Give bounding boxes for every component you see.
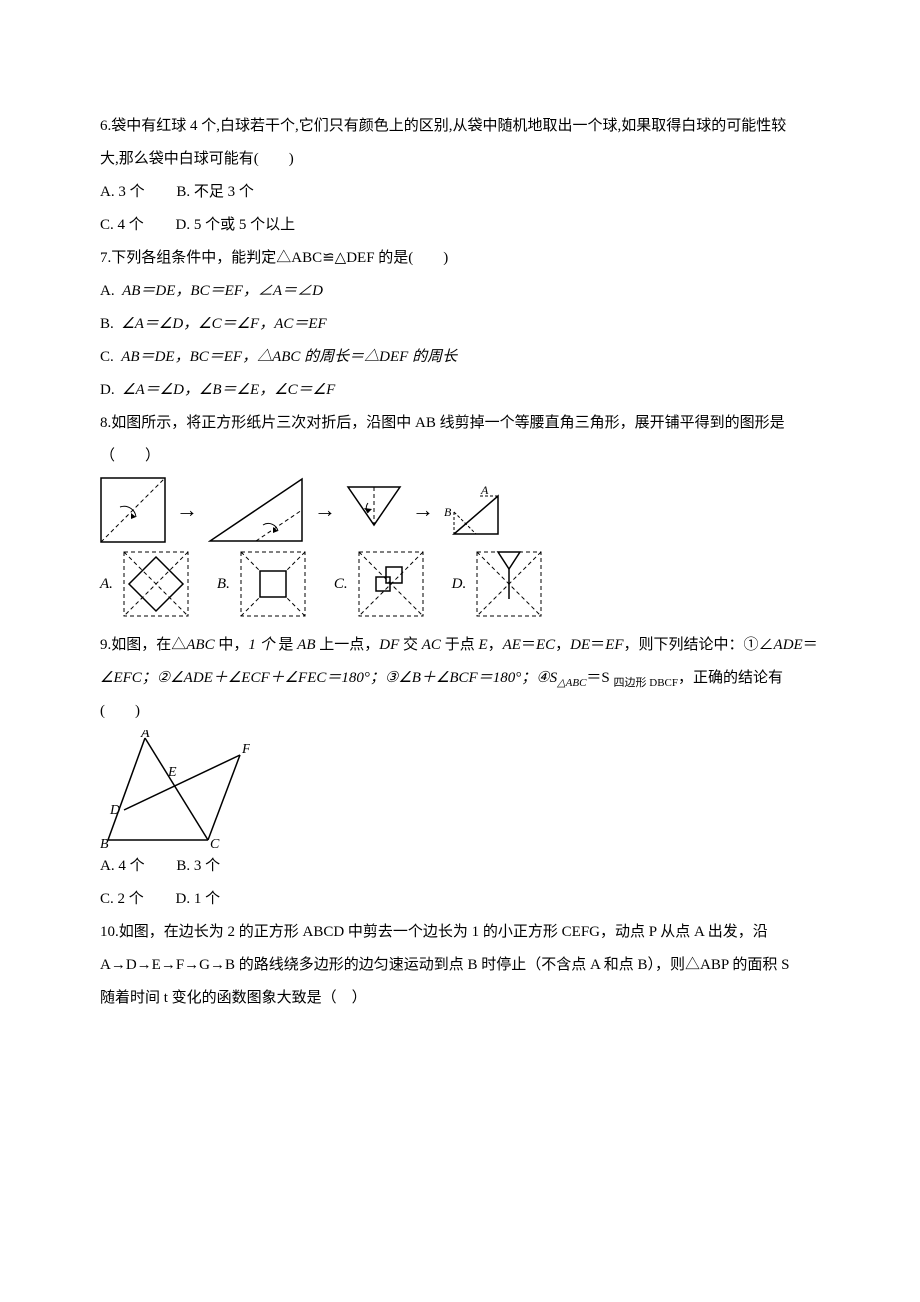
q8-opt-b-icon bbox=[240, 551, 306, 617]
q7-opt-c-row: C. AB＝DE，BC＝EF，△ABC 的周长＝△DEF 的周长 bbox=[100, 341, 820, 374]
q9-part2: ∠EFC；②∠ADE＋∠ECF＋∠FEC＝180°；③∠B＋∠BCF＝180°；… bbox=[100, 670, 557, 686]
q9-eq4: ＝S bbox=[586, 670, 613, 686]
q9-sub1: △ABC bbox=[557, 677, 586, 689]
q9-ac: AC bbox=[422, 637, 441, 653]
q6-options-row1: A. 3 个 B. 不足 3 个 bbox=[100, 176, 820, 209]
q7-opt-b-label: B. bbox=[100, 316, 114, 332]
q7-opt-b: ∠A＝∠D，∠C＝∠F，AC＝EF bbox=[121, 316, 326, 332]
svg-text:D: D bbox=[109, 803, 120, 818]
q10-line2: A→D→E→F→G→B 的路线绕多边形的边匀速运动到点 B 时停止（不含点 A … bbox=[100, 949, 820, 982]
q9-sub2: 四边形 DBCF bbox=[614, 677, 679, 689]
svg-text:B: B bbox=[100, 837, 109, 850]
fold-step1-icon bbox=[100, 477, 166, 543]
q8-opt-d-icon bbox=[476, 551, 542, 617]
q9-e: E bbox=[478, 637, 487, 653]
q7-opt-d-label: D. bbox=[100, 382, 115, 398]
q10-line1: 10.如图，在边长为 2 的正方形 ABCD 中剪去一个边长为 1 的小正方形 … bbox=[100, 916, 820, 949]
q9-t2: 中， bbox=[215, 637, 249, 653]
q9-ade: ADE bbox=[774, 637, 803, 653]
q9-opt-d-label: D. bbox=[176, 891, 191, 907]
q8-opt-b-label: B. bbox=[217, 577, 230, 592]
q9-stem-line2: ∠EFC；②∠ADE＋∠ECF＋∠FEC＝180°；③∠B＋∠BCF＝180°；… bbox=[100, 662, 820, 695]
q8-fold-sequence: → → → A B bbox=[100, 477, 820, 543]
fold-label-b: B bbox=[444, 505, 452, 519]
q9-options-row1: A. 4 个 B. 3 个 bbox=[100, 850, 820, 883]
arrow-icon: → bbox=[412, 499, 434, 521]
q6-opt-b-label: B. bbox=[176, 184, 190, 200]
q9-paren: ( ) bbox=[100, 695, 820, 728]
q6-stem-line2: 大,那么袋中白球可能有( ) bbox=[100, 143, 820, 176]
svg-text:C: C bbox=[210, 837, 220, 850]
q10-line3: 随着时间 t 变化的函数图象大致是（ ） bbox=[100, 982, 820, 1015]
q7-opt-d-row: D. ∠A＝∠D，∠B＝∠E，∠C＝∠F bbox=[100, 374, 820, 407]
q9-d: 1 个 bbox=[248, 637, 274, 653]
arrow-icon: → bbox=[176, 499, 198, 521]
q9-eq3: ＝ bbox=[803, 637, 818, 653]
arrow-icon: → bbox=[314, 499, 336, 521]
q9-t3: 是 bbox=[275, 637, 298, 653]
q9-figure: A B C D E F bbox=[100, 730, 820, 850]
q7-opt-d: ∠A＝∠D，∠B＝∠E，∠C＝∠F bbox=[122, 382, 335, 398]
q7-opt-b-row: B. ∠A＝∠D，∠C＝∠F，AC＝EF bbox=[100, 308, 820, 341]
q9-opt-c: 2 个 bbox=[118, 891, 144, 907]
q9-opt-a-label: A. bbox=[100, 858, 115, 874]
fold-step4-icon: A B bbox=[444, 484, 500, 536]
q9-stem-line1: 9.如图，在△ABC 中，1 个 是 AB 上一点，DF 交 AC 于点 E，A… bbox=[100, 629, 820, 662]
svg-text:F: F bbox=[241, 742, 250, 757]
q7-opt-a-row: A. AB＝DE，BC＝EF，∠A＝∠D bbox=[100, 275, 820, 308]
q9-t4: 上一点， bbox=[315, 637, 379, 653]
q6-stem-line1: 6.袋中有红球 4 个,白球若干个,它们只有颜色上的区别,从袋中随机地取出一个球… bbox=[100, 110, 820, 143]
q8-opt-d-label: D. bbox=[452, 577, 467, 592]
q8-opt-c-label: C. bbox=[334, 577, 348, 592]
q9-eq1: ＝ bbox=[521, 637, 536, 653]
q9-opt-d: 1 个 bbox=[194, 891, 220, 907]
q6-opt-c: 4 个 bbox=[118, 217, 144, 233]
q6-options-row2: C. 4 个 D. 5 个或 5 个以上 bbox=[100, 209, 820, 242]
q7-opt-c: AB＝DE，BC＝EF，△ABC 的周长＝△DEF 的周长 bbox=[121, 349, 457, 365]
q9-t9: ，则下列结论中：①∠ bbox=[624, 637, 774, 653]
q7-opt-c-label: C. bbox=[100, 349, 114, 365]
q7-stem: 7.下列各组条件中，能判定△ABC≌△DEF 的是( ) bbox=[100, 242, 820, 275]
q9-ec: EC bbox=[536, 637, 555, 653]
q7-opt-a: AB＝DE，BC＝EF，∠A＝∠D bbox=[122, 283, 323, 299]
q9-tail: ，正确的结论有 bbox=[678, 670, 783, 686]
q8-opt-a-label: A. bbox=[100, 577, 113, 592]
q9-opt-b-label: B. bbox=[176, 858, 190, 874]
q9-de: DE bbox=[570, 637, 590, 653]
q9-eq2: ＝ bbox=[590, 637, 605, 653]
q6-opt-a-label: A. bbox=[100, 184, 115, 200]
q9-triangle-diagram: A B C D E F bbox=[100, 730, 250, 850]
q6-opt-c-label: C. bbox=[100, 217, 114, 233]
q9-abc: ABC bbox=[186, 637, 214, 653]
q9-options-row2: C. 2 个 D. 1 个 bbox=[100, 883, 820, 916]
q9-opt-a: 4 个 bbox=[118, 858, 144, 874]
q8-stem: 8.如图所示，将正方形纸片三次对折后，沿图中 AB 线剪掉一个等腰直角三角形，展… bbox=[100, 407, 820, 440]
q7-opt-a-label: A. bbox=[100, 283, 115, 299]
q9-ab: AB bbox=[297, 637, 315, 653]
q9-opt-b: 3 个 bbox=[194, 858, 220, 874]
q7-stem-text: 7.下列各组条件中，能判定△ABC≌△DEF 的是( ) bbox=[100, 250, 448, 266]
q9-t8: ， bbox=[555, 637, 570, 653]
q9-opt-c-label: C. bbox=[100, 891, 114, 907]
q8-options-row: A. B. C. D. bbox=[100, 551, 820, 617]
fold-label-a: A bbox=[480, 484, 489, 497]
q8-opt-a-icon bbox=[123, 551, 189, 617]
q6-opt-d-label: D. bbox=[176, 217, 191, 233]
fold-step2-icon bbox=[208, 477, 304, 543]
q9-t1: 9.如图，在△ bbox=[100, 637, 186, 653]
svg-text:A: A bbox=[140, 730, 150, 741]
q9-df: DF bbox=[379, 637, 399, 653]
q9-ae: AE bbox=[503, 637, 521, 653]
q6-opt-a: 3 个 bbox=[118, 184, 144, 200]
q6-opt-d: 5 个或 5 个以上 bbox=[194, 217, 295, 233]
q8-paren: （ ） bbox=[100, 440, 820, 473]
q9-ef: EF bbox=[605, 637, 623, 653]
q9-t6: 于点 bbox=[441, 637, 479, 653]
q9-t7: ， bbox=[488, 637, 503, 653]
svg-text:E: E bbox=[167, 765, 177, 780]
q9-t5: 交 bbox=[399, 637, 422, 653]
fold-step3-icon bbox=[346, 485, 402, 535]
q8-opt-c-icon bbox=[358, 551, 424, 617]
q6-opt-b: 不足 3 个 bbox=[194, 184, 254, 200]
